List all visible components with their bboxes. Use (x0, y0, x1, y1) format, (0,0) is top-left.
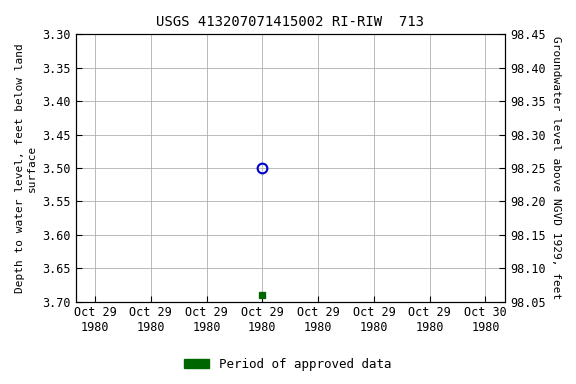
Title: USGS 413207071415002 RI-RIW  713: USGS 413207071415002 RI-RIW 713 (156, 15, 425, 29)
Y-axis label: Depth to water level, feet below land
surface: Depth to water level, feet below land su… (15, 43, 37, 293)
Y-axis label: Groundwater level above NGVD 1929, feet: Groundwater level above NGVD 1929, feet (551, 36, 561, 300)
Legend: Period of approved data: Period of approved data (179, 353, 397, 376)
